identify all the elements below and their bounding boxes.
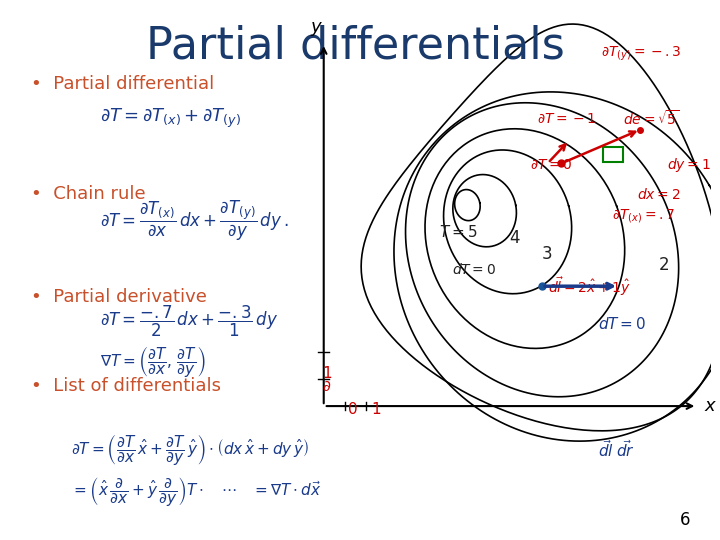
Text: $\vec{dl}\;\vec{dr}$: $\vec{dl}\;\vec{dr}$ (598, 439, 634, 460)
Text: $dT{=}0$: $dT{=}0$ (598, 316, 646, 332)
Text: $\partial T{=}0$: $\partial T{=}0$ (530, 158, 572, 172)
Text: $4$: $4$ (509, 228, 521, 247)
Text: •  Partial derivative: • Partial derivative (30, 288, 207, 306)
Text: $dx{=}2$: $dx{=}2$ (636, 187, 680, 202)
Text: $0 \quad 1$: $0 \quad 1$ (347, 401, 382, 417)
Text: $de = \sqrt{5}$: $de = \sqrt{5}$ (623, 109, 679, 129)
Text: $2$: $2$ (658, 255, 669, 274)
Text: 6: 6 (680, 511, 690, 529)
Text: $\partial T = -1$: $\partial T = -1$ (537, 112, 596, 126)
Text: $y$: $y$ (310, 20, 323, 38)
Text: $= \left(\hat{x}\,\dfrac{\partial}{\partial x} + \hat{y}\,\dfrac{\partial}{\part: $= \left(\hat{x}\,\dfrac{\partial}{\part… (71, 475, 322, 508)
Text: $\partial T_{(y)} = -.3$: $\partial T_{(y)} = -.3$ (601, 45, 681, 63)
Text: •  Partial differential: • Partial differential (30, 75, 214, 93)
Text: $dT{=}0$: $dT{=}0$ (451, 262, 496, 278)
Text: •  List of differentials: • List of differentials (30, 377, 220, 395)
Text: $\nabla T = \left(\dfrac{\partial T}{\partial x},\, \dfrac{\partial T}{\partial : $\nabla T = \left(\dfrac{\partial T}{\pa… (99, 345, 205, 379)
Text: $1$: $1$ (322, 364, 332, 381)
Text: $d\vec{l} = 2\hat{x}+1\hat{y}$: $d\vec{l} = 2\hat{x}+1\hat{y}$ (548, 275, 631, 298)
Text: Partial differentials: Partial differentials (146, 24, 565, 68)
Text: $dy{=}1$: $dy{=}1$ (667, 156, 711, 174)
Text: $T{=}5$: $T{=}5$ (439, 224, 477, 240)
Text: $x$: $x$ (704, 397, 718, 415)
Text: $\partial$: $\partial$ (322, 379, 330, 394)
Text: $\partial T = \dfrac{\partial T_{(x)}}{\partial x}\,dx + \dfrac{\partial T_{(y)}: $\partial T = \dfrac{\partial T_{(x)}}{\… (99, 199, 288, 244)
Text: $\partial T = \dfrac{-.7}{2}\,dx + \dfrac{-.3}{1}\,dy$: $\partial T = \dfrac{-.7}{2}\,dx + \dfra… (99, 303, 278, 339)
Text: $\partial T_{(x)}{=}.7$: $\partial T_{(x)}{=}.7$ (612, 207, 675, 225)
Text: $3$: $3$ (541, 245, 552, 263)
Text: •  Chain rule: • Chain rule (30, 185, 145, 204)
Text: $\partial T = \left(\dfrac{\partial T}{\partial x}\,\hat{x} + \dfrac{\partial T}: $\partial T = \left(\dfrac{\partial T}{\… (71, 432, 309, 467)
Text: $\partial T = \partial T_{(x)} + \partial T_{(y)}$: $\partial T = \partial T_{(x)} + \partia… (99, 107, 240, 130)
